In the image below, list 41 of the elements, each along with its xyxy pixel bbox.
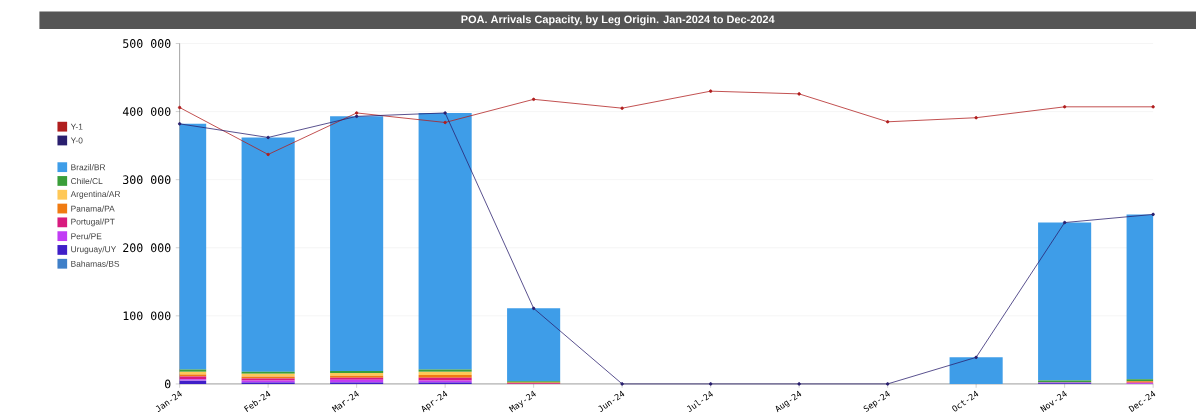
point	[885, 120, 890, 124]
legend-label: Bahamas/BS	[71, 260, 120, 267]
legend-label: Panama/PA	[71, 205, 115, 212]
point	[797, 92, 801, 96]
y-tick-label: 300 000	[123, 175, 171, 185]
point	[1151, 212, 1155, 217]
point	[797, 382, 801, 386]
point	[443, 120, 447, 125]
point	[708, 382, 713, 386]
legend-label: Chile/CL	[71, 177, 103, 185]
point	[443, 111, 447, 115]
y-tick-label: 100 000	[123, 311, 171, 321]
legend-label: Argentina/AR	[70, 190, 121, 199]
point	[531, 306, 536, 311]
y-tick-label: 500 000	[123, 39, 171, 48]
point	[1151, 105, 1155, 109]
point	[1062, 220, 1067, 225]
point	[974, 355, 978, 360]
legend-label: Y-0	[70, 137, 83, 144]
legend-label: Peru/PE	[71, 233, 102, 240]
point	[620, 382, 624, 386]
point	[266, 152, 270, 157]
chart-title: POA. Arrivals Capacity, by Leg Origin. Jan-2024 to Dec-2024	[461, 15, 775, 26]
y-tick-label: 200 000	[123, 243, 171, 253]
y-tick-label: 400 000	[122, 107, 171, 117]
point	[620, 106, 624, 110]
legend-label: Portugal/PT	[71, 218, 115, 227]
point	[1062, 105, 1067, 109]
point	[708, 89, 713, 93]
legend-label: Y-1	[70, 123, 83, 130]
legend-label: Brazil/BR	[71, 164, 106, 171]
point	[354, 111, 359, 115]
legend-label: Uruguay/UY	[71, 246, 117, 254]
point	[885, 382, 890, 386]
point	[266, 135, 270, 140]
y-tick-label: 0	[164, 379, 171, 389]
point	[974, 116, 978, 120]
point	[354, 114, 359, 119]
point	[531, 97, 536, 102]
point	[177, 122, 182, 126]
point	[177, 105, 182, 110]
